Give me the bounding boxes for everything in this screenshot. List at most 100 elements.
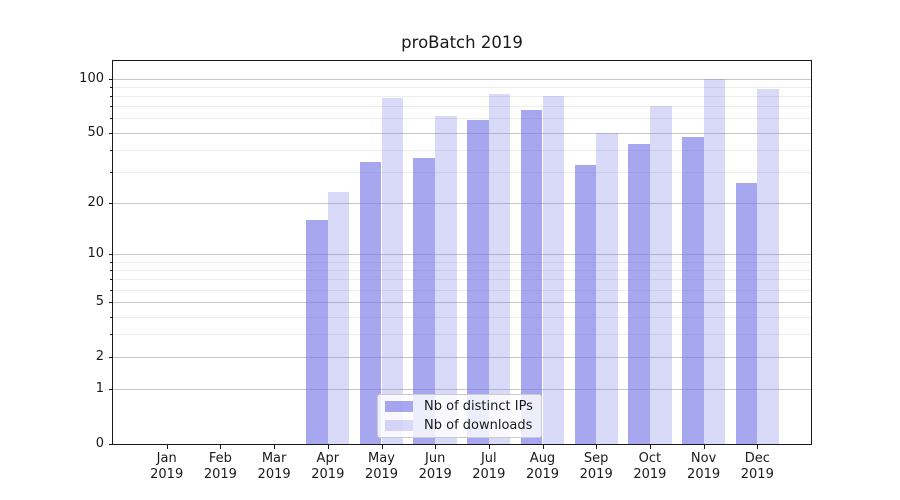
x-tick-mark bbox=[649, 445, 651, 449]
bar-nb-of-distinct-ips-nov bbox=[681, 137, 704, 444]
x-tick-label: Jul 2019 bbox=[457, 451, 521, 483]
x-tick-label: Jun 2019 bbox=[403, 451, 467, 483]
y-minor-tick-mark bbox=[110, 279, 113, 281]
x-tick-year: 2019 bbox=[203, 467, 237, 482]
y-tick-label: 2 bbox=[95, 349, 104, 364]
gridline-minor bbox=[113, 334, 811, 336]
bar-nb-of-downloads-oct bbox=[649, 106, 672, 444]
x-tick-month: Dec bbox=[744, 451, 770, 466]
gridline-minor bbox=[113, 261, 811, 263]
x-tick-month: Oct bbox=[638, 451, 662, 466]
y-tick-mark bbox=[108, 132, 113, 134]
gridline-minor bbox=[113, 96, 811, 97]
y-minor-tick-mark bbox=[110, 149, 113, 151]
legend-item-downloads: Nb of downloads bbox=[385, 418, 534, 433]
gridline-minor bbox=[113, 118, 811, 120]
y-minor-tick-mark bbox=[110, 106, 113, 108]
x-tick-mark bbox=[220, 445, 222, 449]
legend-item-distinct-ips: Nb of distinct IPs bbox=[385, 399, 534, 414]
bar-nb-of-distinct-ips-sep bbox=[574, 164, 597, 444]
y-tick-label: 10 bbox=[87, 246, 104, 262]
gridline-major bbox=[113, 357, 811, 358]
legend-label-distinct-ips: Nb of distinct IPs bbox=[424, 399, 533, 414]
y-tick-mark bbox=[108, 254, 113, 256]
y-tick-mark bbox=[108, 357, 113, 358]
y-minor-tick-mark bbox=[110, 316, 113, 318]
gridline-major bbox=[113, 254, 811, 256]
x-tick-label: Aug 2019 bbox=[511, 451, 575, 483]
x-tick-label: Nov 2019 bbox=[672, 451, 736, 483]
x-tick-label: Dec 2019 bbox=[725, 451, 789, 483]
y-minor-tick-mark bbox=[110, 334, 113, 336]
y-tick-mark bbox=[108, 444, 113, 445]
gridline-minor bbox=[113, 106, 811, 108]
x-tick-year: 2019 bbox=[150, 467, 184, 482]
gridline-minor bbox=[113, 279, 811, 281]
x-tick-month: Jun bbox=[425, 451, 446, 466]
x-tick-month: May bbox=[368, 451, 395, 466]
bar-nb-of-downloads-jul bbox=[488, 94, 511, 444]
bar-nb-of-downloads-aug bbox=[542, 96, 565, 444]
y-minor-tick-mark bbox=[110, 96, 113, 97]
x-tick-label: Apr 2019 bbox=[296, 451, 360, 483]
bar-nb-of-distinct-ips-jun bbox=[413, 158, 436, 444]
bar-nb-of-downloads-apr bbox=[327, 192, 350, 444]
bar-nb-of-downloads-nov bbox=[703, 78, 726, 444]
x-tick-mark bbox=[435, 445, 437, 449]
y-tick-label: 1 bbox=[95, 381, 104, 397]
x-tick-month: Aug bbox=[529, 451, 556, 466]
gridline-major bbox=[113, 78, 811, 80]
gridline-minor bbox=[113, 172, 811, 174]
x-tick-year: 2019 bbox=[740, 467, 774, 482]
y-minor-tick-mark bbox=[110, 118, 113, 120]
bar-nb-of-distinct-ips-jul bbox=[467, 119, 489, 444]
x-tick-label: May 2019 bbox=[350, 451, 414, 483]
bar-nb-of-downloads-jun bbox=[435, 115, 457, 444]
bar-nb-of-distinct-ips-oct bbox=[628, 144, 650, 444]
y-tick-label: 20 bbox=[87, 194, 104, 210]
x-tick-month: Jan bbox=[156, 451, 177, 466]
x-tick-year: 2019 bbox=[311, 467, 345, 482]
gridline-major bbox=[113, 202, 811, 204]
gridline-minor bbox=[113, 270, 811, 271]
x-tick-year: 2019 bbox=[364, 467, 399, 482]
x-tick-mark bbox=[381, 445, 383, 449]
x-tick-mark bbox=[703, 445, 705, 449]
y-tick-label: 50 bbox=[87, 124, 104, 140]
x-tick-mark bbox=[488, 445, 490, 449]
y-minor-tick-mark bbox=[110, 172, 113, 174]
x-tick-label: Feb 2019 bbox=[188, 451, 252, 483]
legend-swatch-distinct-ips bbox=[385, 401, 413, 412]
legend-swatch-downloads bbox=[385, 420, 413, 431]
x-tick-year: 2019 bbox=[687, 467, 721, 482]
gridline-minor bbox=[113, 86, 811, 88]
x-tick-month: Mar bbox=[261, 451, 287, 466]
x-tick-label: Mar 2019 bbox=[242, 451, 306, 483]
bar-nb-of-distinct-ips-apr bbox=[306, 219, 328, 444]
x-tick-label: Oct 2019 bbox=[618, 451, 682, 483]
x-tick-month: Apr bbox=[316, 451, 340, 466]
x-tick-month: Sep bbox=[583, 451, 609, 466]
gridline-minor bbox=[113, 316, 811, 318]
gridline-major bbox=[113, 302, 811, 304]
bar-nb-of-downloads-dec bbox=[757, 89, 779, 444]
x-tick-mark bbox=[757, 445, 759, 449]
y-tick-label: 100 bbox=[79, 70, 104, 86]
gridline-major bbox=[113, 389, 811, 391]
y-minor-tick-mark bbox=[110, 86, 113, 88]
x-tick-year: 2019 bbox=[472, 467, 506, 482]
x-tick-year: 2019 bbox=[418, 467, 452, 482]
x-tick-mark bbox=[327, 445, 329, 449]
x-tick-mark bbox=[542, 445, 544, 449]
x-tick-year: 2019 bbox=[633, 467, 667, 482]
bar-nb-of-distinct-ips-aug bbox=[520, 109, 543, 444]
y-minor-tick-mark bbox=[110, 270, 113, 271]
y-tick-mark bbox=[108, 78, 113, 80]
x-tick-year: 2019 bbox=[525, 467, 560, 482]
y-minor-tick-mark bbox=[110, 289, 113, 291]
gridline-minor bbox=[113, 149, 811, 151]
bar-nb-of-downloads-sep bbox=[596, 132, 618, 444]
y-tick-mark bbox=[108, 302, 113, 304]
y-tick-mark bbox=[108, 202, 113, 204]
